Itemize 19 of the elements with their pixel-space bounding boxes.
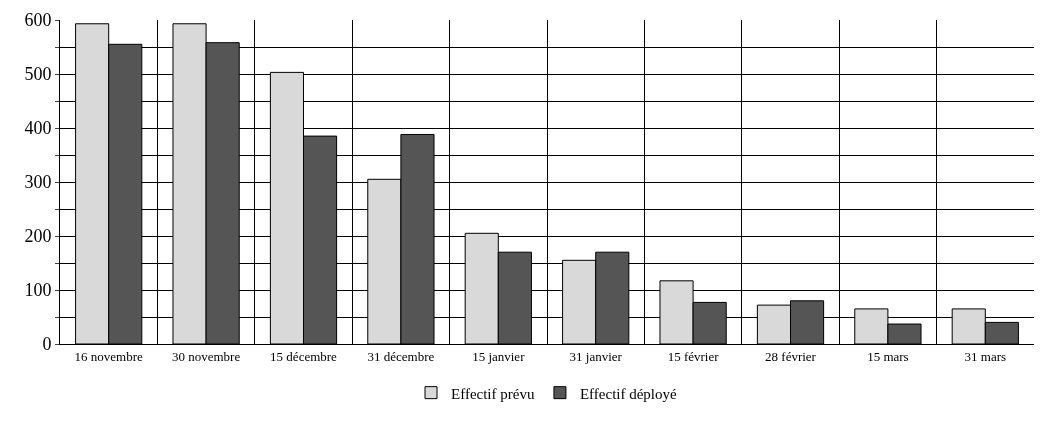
- y-tick-label: 500: [24, 64, 52, 85]
- y-tick-label: 400: [24, 118, 52, 139]
- x-tick-label: 31 mars: [964, 348, 1007, 364]
- legend-label: Effectif déployé: [579, 385, 678, 402]
- x-tick-label: 15 février: [667, 348, 720, 364]
- x-tick-label: 31 décembre: [367, 348, 435, 364]
- x-tick-label: 16 novembre: [74, 348, 144, 364]
- legend-label: Effectif prévu: [451, 385, 535, 402]
- x-tick-label: 15 décembre: [270, 348, 338, 364]
- x-tick-label: 15 mars: [867, 348, 909, 364]
- x-tick-label: 15 janvier: [472, 348, 526, 364]
- y-tick-label: 600: [24, 10, 52, 31]
- x-tick-label: 31 janvier: [569, 348, 623, 364]
- y-tick-label: 200: [24, 226, 52, 247]
- x-tick-label: 28 février: [765, 348, 817, 364]
- y-tick-label: 100: [24, 280, 52, 301]
- y-tick-label: 0: [42, 334, 52, 355]
- x-tick-label: 30 novembre: [171, 348, 241, 364]
- y-tick-label: 300: [24, 172, 52, 193]
